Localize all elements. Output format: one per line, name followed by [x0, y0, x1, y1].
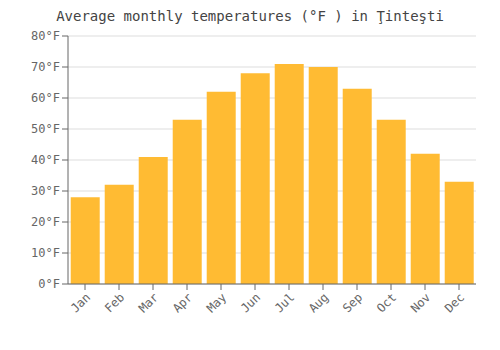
svg-text:50°F: 50°F — [31, 122, 60, 136]
svg-text:Jan: Jan — [68, 290, 93, 315]
svg-text:Oct: Oct — [374, 290, 399, 315]
svg-text:70°F: 70°F — [31, 60, 60, 74]
svg-text:0°F: 0°F — [38, 277, 60, 291]
svg-text:Feb: Feb — [102, 290, 127, 315]
svg-text:40°F: 40°F — [31, 153, 60, 167]
svg-text:80°F: 80°F — [31, 29, 60, 43]
svg-text:Aug: Aug — [306, 290, 331, 315]
svg-text:60°F: 60°F — [31, 91, 60, 105]
svg-text:Jun: Jun — [238, 290, 263, 315]
svg-text:Dec: Dec — [442, 290, 467, 315]
svg-text:Mar: Mar — [136, 290, 161, 315]
svg-text:Apr: Apr — [170, 290, 195, 315]
svg-text:Sep: Sep — [340, 290, 365, 315]
svg-text:Nov: Nov — [408, 290, 433, 315]
html-text:Average monthly temperatures (: Average monthly temperatures (°F ) in Ţi… — [56, 8, 444, 24]
svg-text:May: May — [204, 290, 229, 315]
svg-text:30°F: 30°F — [31, 184, 60, 198]
svg-text:Jul: Jul — [272, 290, 297, 315]
svg-text:10°F: 10°F — [31, 246, 60, 260]
svg-text:20°F: 20°F — [31, 215, 60, 229]
